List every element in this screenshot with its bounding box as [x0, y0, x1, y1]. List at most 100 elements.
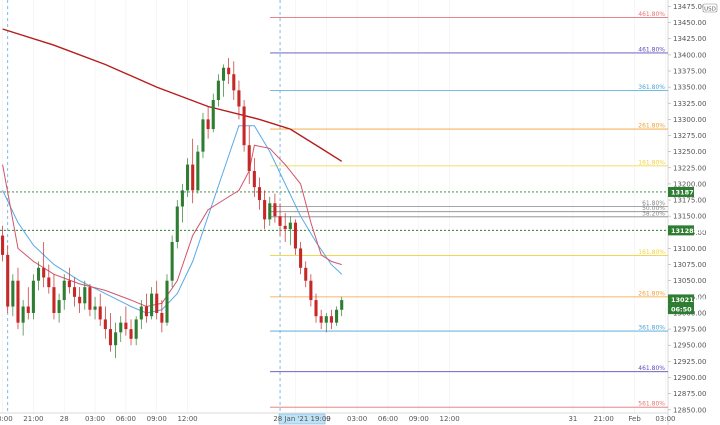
ma-blue-line: [2, 125, 343, 314]
y-tick-label: 13175.00: [673, 197, 706, 205]
x-tick-label: 03:00: [347, 415, 367, 423]
candle-body: [211, 100, 215, 130]
candle-body: [78, 296, 82, 304]
candle-body: [252, 171, 256, 188]
price-badge-label: 13128.00: [671, 227, 706, 235]
x-axis: 18:0021:002803:0006:0009:0012:0019:00290…: [0, 413, 676, 425]
candle-body: [165, 280, 169, 323]
y-tick-label: 13350.00: [673, 84, 706, 92]
candle-body: [114, 332, 118, 346]
candle-body: [180, 190, 184, 207]
candle-body: [31, 280, 35, 313]
candle-body: [150, 293, 154, 317]
x-tick-label: 09:00: [147, 415, 167, 423]
y-tick-label: 13250.00: [673, 148, 706, 156]
fib-label: 161.80%: [638, 249, 665, 256]
y-tick-label: 12975.00: [673, 326, 706, 334]
crosshair-label: 28 Jan '21 19:00: [273, 415, 330, 423]
candle-body: [299, 248, 303, 268]
y-tick-label: 12925.00: [673, 358, 706, 366]
y-tick-label: 13325.00: [673, 100, 706, 108]
x-tick-label: 03:00: [85, 415, 105, 423]
y-tick-label: 13375.00: [673, 67, 706, 75]
candle-body: [47, 277, 51, 288]
price-badge-label: 13187.50: [671, 188, 706, 196]
y-tick-label: 12875.00: [673, 390, 706, 398]
fib-label: 561.80%: [638, 401, 665, 408]
x-tick-label: 18:00: [0, 415, 13, 423]
candle-body: [175, 206, 179, 242]
candles: [1, 58, 344, 359]
candle-body: [129, 329, 133, 339]
ma-long-line: [2, 28, 343, 162]
x-tick-label: 21:00: [594, 415, 614, 423]
candle-body: [57, 300, 61, 313]
fib-label: 61.80%: [642, 200, 665, 207]
candle-body: [206, 119, 210, 130]
candle-body: [319, 316, 323, 323]
candle-body: [304, 267, 308, 281]
candle-body: [263, 200, 267, 220]
fib-levels: 461.80% 461.80% 361.80% 261.80% 161.80% 61.80…: [270, 11, 668, 408]
y-tick-label: 13450.00: [673, 19, 706, 27]
x-tick-label: 12:00: [177, 415, 197, 423]
currency-badge[interactable]: USD: [702, 3, 718, 13]
crosshair: [7, 0, 281, 413]
candle-body: [201, 119, 205, 152]
price-badge-label: 06:50: [671, 306, 692, 314]
candle-body: [237, 90, 241, 107]
fib-label: 361.80%: [638, 325, 665, 332]
candle-body: [67, 280, 71, 288]
candle-body: [293, 222, 298, 249]
candle-body: [196, 151, 200, 191]
x-tick-label: 03:00: [655, 415, 675, 423]
candle-body: [83, 287, 87, 304]
candle-body: [93, 306, 97, 310]
x-tick-label: 09:00: [409, 415, 429, 423]
y-tick-label: 13400.00: [673, 51, 706, 59]
candle-body: [72, 287, 77, 297]
candle-body: [283, 225, 287, 230]
candle-body: [103, 319, 107, 330]
candle-body: [314, 300, 318, 317]
x-tick-label: 12:00: [440, 415, 460, 423]
candle-body: [278, 216, 282, 226]
candle-body: [98, 306, 102, 320]
fib-label: 461.80%: [638, 46, 665, 53]
candle-body: [119, 322, 123, 333]
candle-body: [160, 312, 164, 323]
fib-label: 461.80%: [638, 11, 665, 18]
y-axis: 13475.00 13450.00 13425.00 13400.00 13375.00…: [668, 3, 706, 414]
candle-body: [88, 287, 92, 310]
currency-label: USD: [704, 7, 716, 13]
candle-body: [227, 67, 231, 75]
candle-body: [221, 67, 226, 81]
fib-label: 461.80%: [638, 365, 665, 372]
candle-body: [124, 322, 128, 330]
price-badge: [668, 304, 694, 315]
candle-body: [186, 164, 190, 191]
candle-body: [216, 80, 220, 101]
x-tick-label: 06:00: [116, 415, 136, 423]
y-tick-label: 13100.00: [673, 245, 706, 253]
y-tick-label: 13075.00: [673, 261, 706, 269]
candle-body: [335, 309, 339, 323]
x-tick-label: Feb: [628, 415, 641, 423]
candle-body: [329, 316, 333, 323]
candle-body: [62, 280, 66, 301]
y-tick-label: 12950.00: [673, 342, 706, 350]
candle-body: [139, 306, 143, 320]
x-tick-label: 31: [568, 415, 577, 423]
candle-body: [21, 306, 25, 323]
ma-pink-line: [2, 144, 342, 308]
candle-body: [273, 203, 277, 217]
candle-body: [36, 267, 41, 281]
candle-body: [144, 306, 148, 317]
fib-label: 50.00%: [642, 205, 665, 212]
candle-body: [170, 241, 174, 281]
fib-label: 261.80%: [638, 290, 665, 297]
candle-body: [324, 316, 328, 323]
candle-body: [340, 300, 344, 310]
y-tick-label: 13475.00: [673, 3, 706, 11]
